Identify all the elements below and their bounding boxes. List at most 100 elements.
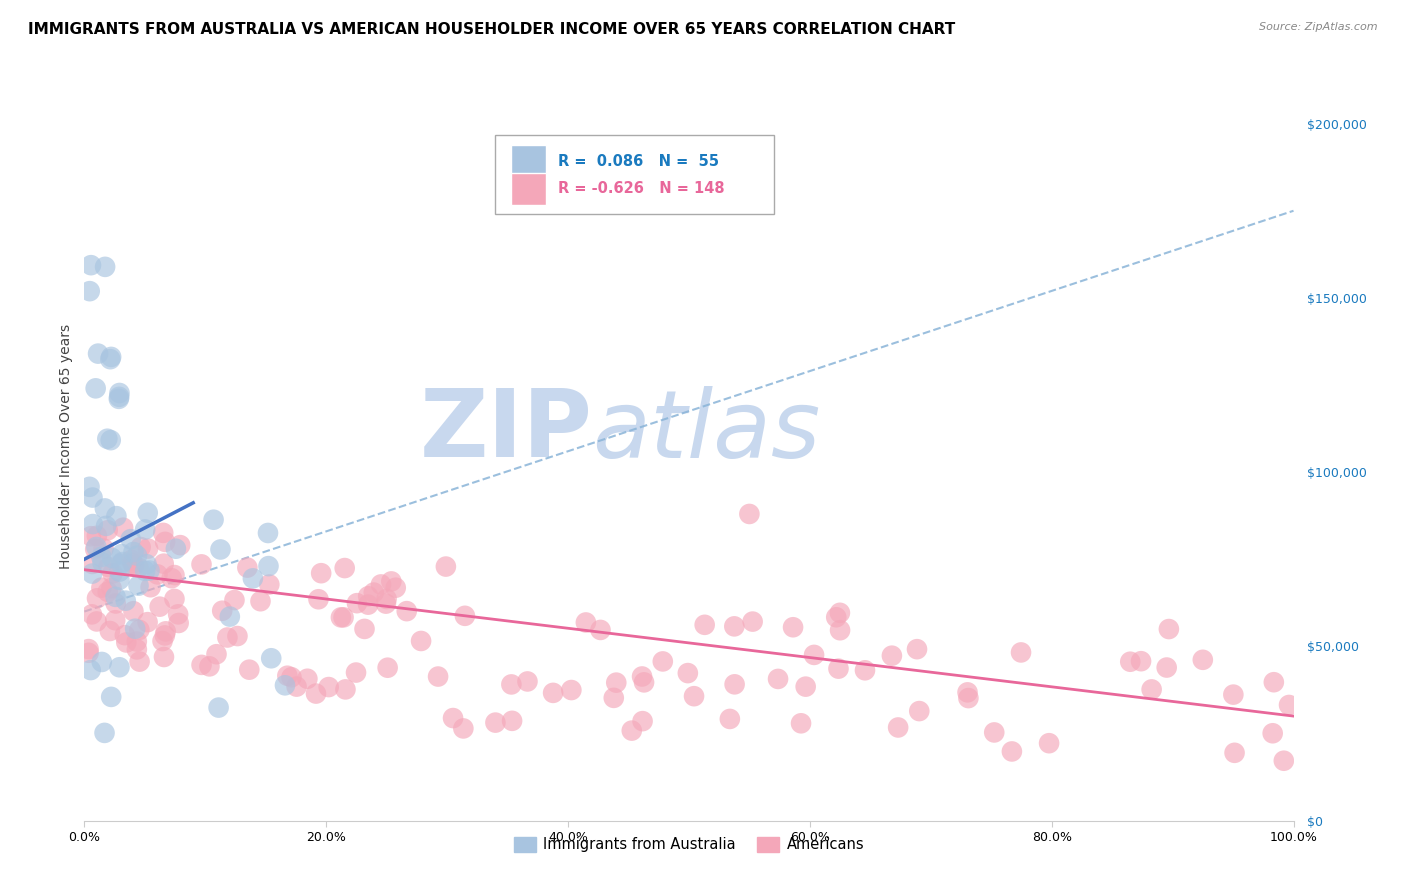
Point xyxy=(86,540,108,554)
Legend: Immigrants from Australia, Americans: Immigrants from Australia, Americans xyxy=(508,831,870,858)
Point xyxy=(790,716,813,731)
Point xyxy=(693,617,716,632)
Point xyxy=(111,547,134,561)
Text: ZIP: ZIP xyxy=(419,385,592,477)
Point xyxy=(454,608,477,623)
Point xyxy=(209,542,232,557)
Point xyxy=(782,620,804,634)
Point xyxy=(1001,744,1024,758)
Point xyxy=(766,672,789,686)
Point xyxy=(335,682,357,697)
Point xyxy=(111,555,134,569)
Point xyxy=(79,284,101,298)
Point xyxy=(198,659,221,673)
Y-axis label: Householder Income Over 65 years: Householder Income Over 65 years xyxy=(59,324,73,568)
Point xyxy=(211,604,233,618)
Point xyxy=(380,574,402,589)
Point xyxy=(94,519,117,533)
Text: atlas: atlas xyxy=(592,385,821,476)
Point xyxy=(683,689,706,703)
Point xyxy=(136,506,159,520)
Point xyxy=(86,529,108,543)
Point xyxy=(224,593,246,607)
Point xyxy=(205,647,228,661)
Point xyxy=(484,715,506,730)
Point xyxy=(1038,736,1060,750)
Point xyxy=(741,615,763,629)
Point xyxy=(94,260,117,274)
Point xyxy=(108,392,131,406)
Point xyxy=(104,597,127,611)
Point xyxy=(363,585,385,599)
Point xyxy=(97,585,120,599)
Point xyxy=(122,604,145,618)
Point xyxy=(153,650,176,665)
Point xyxy=(139,580,162,594)
Point xyxy=(1191,653,1213,667)
Point xyxy=(434,559,457,574)
Point xyxy=(202,513,225,527)
Point xyxy=(100,433,122,447)
Point xyxy=(77,642,100,657)
Point xyxy=(86,615,108,629)
Point xyxy=(167,607,190,622)
Point xyxy=(114,593,136,607)
Point xyxy=(825,610,848,624)
Point xyxy=(409,634,432,648)
Point xyxy=(887,721,910,735)
Point xyxy=(828,606,851,620)
Point xyxy=(124,622,146,636)
Point xyxy=(90,581,112,595)
Point xyxy=(80,607,103,622)
Point xyxy=(152,557,174,571)
Point xyxy=(853,663,876,677)
FancyBboxPatch shape xyxy=(495,135,773,214)
Point xyxy=(1223,746,1246,760)
Point xyxy=(905,642,928,657)
Point xyxy=(98,352,121,367)
Point xyxy=(276,669,298,683)
Point xyxy=(149,599,172,614)
Point xyxy=(105,509,128,524)
Point xyxy=(86,591,108,606)
Point xyxy=(427,669,450,683)
Point xyxy=(575,615,598,630)
Point xyxy=(190,657,212,672)
Point xyxy=(112,521,135,535)
Point xyxy=(377,661,399,675)
Point xyxy=(305,687,328,701)
Point xyxy=(87,346,110,360)
Point xyxy=(84,381,107,395)
FancyBboxPatch shape xyxy=(512,145,547,178)
Point xyxy=(280,670,302,684)
Point xyxy=(104,590,127,604)
Point xyxy=(134,523,156,537)
Point xyxy=(128,579,150,593)
Point xyxy=(120,532,142,546)
Point xyxy=(375,592,398,607)
Point xyxy=(93,541,115,556)
Point xyxy=(723,677,745,691)
Point xyxy=(167,615,190,630)
Point xyxy=(136,541,159,556)
Point xyxy=(827,662,849,676)
Point xyxy=(115,635,138,649)
Point xyxy=(357,589,380,603)
Point xyxy=(318,680,340,694)
Point xyxy=(633,675,655,690)
Point xyxy=(91,556,114,570)
Point xyxy=(79,480,101,494)
Point xyxy=(153,534,176,549)
Point xyxy=(1157,622,1180,636)
Point xyxy=(108,573,131,587)
Point xyxy=(956,685,979,699)
Point xyxy=(1010,645,1032,659)
Point xyxy=(152,525,174,540)
Point xyxy=(501,714,523,728)
Point xyxy=(1156,660,1178,674)
Point xyxy=(125,549,148,563)
Point xyxy=(129,540,152,554)
Point xyxy=(93,726,115,740)
Point xyxy=(82,557,104,571)
FancyBboxPatch shape xyxy=(512,172,547,205)
